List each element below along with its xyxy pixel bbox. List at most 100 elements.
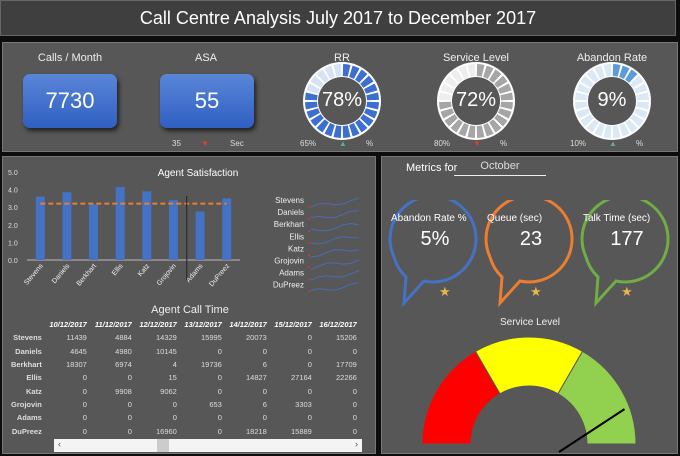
- calls-tile: 7730: [23, 74, 117, 128]
- corner-cell: [8, 318, 45, 331]
- agent-name: Stevens: [13, 333, 42, 343]
- speech-bubble: [580, 200, 670, 308]
- call-time-cell: 0: [217, 373, 222, 383]
- y-tick-label: 4.0: [8, 188, 18, 195]
- bar-adams: [195, 211, 205, 260]
- gauge-title: Service Level: [499, 317, 561, 328]
- sparkline-marker: [308, 266, 310, 269]
- rr-ring-segment: [349, 123, 360, 137]
- date-header: 14/12/2017: [229, 320, 267, 330]
- service_level-ring-segment: [450, 69, 463, 83]
- call-time-cell: 17709: [336, 360, 357, 370]
- call-time-cell: 4884: [115, 333, 132, 343]
- call-time-cell: 6974: [115, 360, 132, 370]
- bar-daniels: [62, 192, 72, 260]
- sparkline-ellis: [310, 236, 360, 245]
- abandon_rate-ring-segment: [630, 114, 644, 127]
- service_level-ring-segment: [498, 83, 512, 94]
- call-time-cell: 14329: [156, 333, 177, 343]
- service_level-ring-segment: [458, 65, 469, 79]
- abandon_rate-ring-segment: [636, 101, 649, 110]
- call-time-cell: 4645: [70, 346, 87, 356]
- rr-ring-segment: [342, 64, 351, 77]
- abandon_rate-ring-segment: [619, 65, 630, 79]
- agent-name: DuPreez: [11, 426, 42, 436]
- sparkline-stevens: [310, 197, 360, 208]
- service_level-ring-segment: [440, 108, 454, 119]
- sparkline-label: Katz: [288, 244, 304, 253]
- scroll-right-icon[interactable]: ›: [355, 439, 358, 449]
- y-tick-label: 1.0: [8, 240, 18, 247]
- bubble-value: 177: [610, 228, 644, 250]
- sparkline-marker: [308, 290, 310, 293]
- call-time-cell: 22266: [336, 373, 357, 383]
- agent-name: Adams: [16, 413, 42, 423]
- rr-unit: %: [366, 139, 374, 148]
- call-time-cell: 4980: [115, 346, 132, 356]
- table-row: Grojovin 0 0 0 653 6 3303 0: [8, 398, 360, 411]
- call-time-cell: 4: [172, 360, 177, 370]
- rr-ring-segment: [360, 114, 374, 127]
- horizontal-scrollbar[interactable]: ‹ ›: [54, 439, 362, 452]
- abandon_rate-ring-segment: [580, 75, 594, 88]
- call-time-cell: 9062: [160, 386, 177, 396]
- call-time-cell: 14827: [246, 373, 267, 383]
- call-time-cell: 0: [307, 413, 312, 423]
- rr-label: RR: [334, 52, 350, 64]
- gauge-segment: [557, 350, 637, 445]
- call-time-cell: 15206: [336, 333, 357, 343]
- scroll-thumb[interactable]: [157, 439, 169, 452]
- table-row: Katz 0 9908 9062 0 0 0 0: [8, 384, 360, 397]
- service_level-ring-segment: [439, 101, 452, 110]
- rr-target: 65%: [300, 139, 317, 148]
- date-header: 16/12/2017: [319, 320, 357, 330]
- scroll-left-icon[interactable]: ‹: [58, 439, 61, 449]
- abandon_rate-ring-segment: [630, 75, 644, 88]
- sparkline-katz: [310, 249, 360, 258]
- asa-tile: 55: [160, 74, 254, 128]
- service_level-ring-segment: [483, 65, 494, 79]
- call-time-cell: 11439: [66, 333, 87, 343]
- rr-ring-segment: [316, 69, 329, 83]
- calls-label: Calls / Month: [37, 52, 103, 64]
- gauge-needle: [558, 408, 626, 453]
- table-row: Stevens 11439 4884 14329 15995 20073 0 15206: [8, 331, 360, 344]
- sparkline-dupreez: [310, 282, 360, 291]
- date-header: 12/12/2017: [139, 320, 177, 330]
- service_level-ring-segment: [476, 125, 485, 138]
- service_level-ring-segment: [450, 119, 463, 133]
- service_level-target: 80%: [434, 139, 451, 148]
- call-time-cell: 0: [352, 386, 357, 396]
- call-time-cell: 0: [307, 386, 312, 396]
- asa-target: 35: [172, 139, 181, 148]
- y-tick-label: 2.0: [8, 223, 18, 230]
- rr-ring-segment: [333, 64, 342, 77]
- call-time-cell: 0: [127, 426, 132, 436]
- rr-ring-segment: [305, 92, 318, 101]
- month-select[interactable]: October: [454, 160, 546, 176]
- call-time-cell: 0: [82, 399, 87, 409]
- table-row: Ellis 0 0 15 0 14827 27164 22266: [8, 371, 360, 384]
- call-time-cell: 0: [82, 386, 87, 396]
- rr-ring-segment: [306, 108, 320, 119]
- call-time-cell: 0: [172, 413, 177, 423]
- rr-ring-segment: [366, 101, 379, 110]
- abandon_rate-ring-segment: [576, 83, 590, 94]
- abandon_rate-target: 10%: [570, 139, 587, 148]
- sparkline-marker: [308, 218, 310, 221]
- trend-up-icon: ▲: [609, 139, 617, 148]
- sparkline-berkhart: [310, 223, 360, 232]
- call-time-cell: 6: [262, 360, 267, 370]
- abandon_rate-ring-segment: [594, 65, 605, 79]
- abandon_rate-ring-segment: [575, 101, 588, 110]
- abandon_rate-ring-segment: [625, 119, 638, 133]
- y-tick-label: 0.0: [8, 258, 18, 265]
- date-header: 15/12/2017: [274, 320, 312, 330]
- agent-name: Berkhart: [11, 360, 42, 370]
- sparkline-label: Berkhart: [274, 220, 305, 229]
- service_level-ring-segment: [489, 69, 502, 83]
- call-time-cell: 0: [217, 413, 222, 423]
- table-row: Berkhart 18307 6974 4 19736 6 0 17709: [8, 358, 360, 371]
- call-time-cell: 0: [262, 346, 267, 356]
- call-time-cell: 0: [82, 413, 87, 423]
